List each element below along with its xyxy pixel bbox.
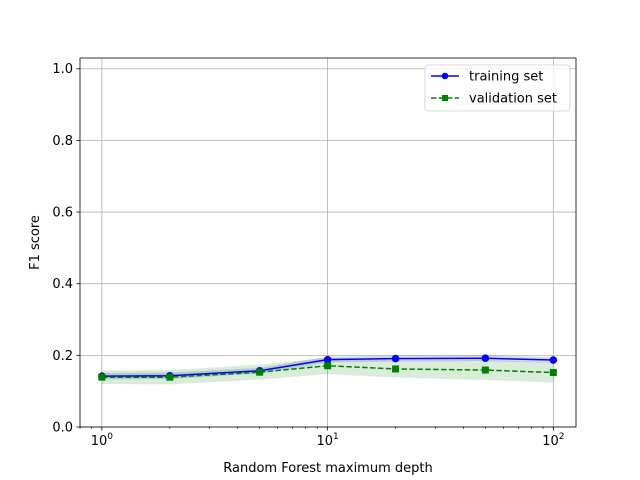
y-tick-label: 0.2 xyxy=(52,349,73,364)
y-tick-label: 0.4 xyxy=(52,277,73,292)
band-validation xyxy=(101,357,554,385)
data-point-validation xyxy=(324,362,332,370)
legend-label-validation: validation set xyxy=(469,92,557,107)
data-point-training xyxy=(549,356,558,364)
x-tick-label: 100 xyxy=(91,432,114,449)
legend-box xyxy=(424,64,571,112)
data-point-validation xyxy=(256,368,264,376)
y-tick-label: 0.8 xyxy=(52,134,73,149)
data-point-validation xyxy=(481,366,489,374)
series-markers xyxy=(98,354,558,381)
legend: training set validation set xyxy=(424,64,571,112)
y-axis-label: F1 score xyxy=(28,215,43,270)
data-point-validation xyxy=(549,369,557,377)
axis-ticks: 100 101 102 0.0 0.2 0.4 0.6 0.8 1.0 xyxy=(52,62,564,449)
data-point-training xyxy=(481,354,490,363)
data-point-training xyxy=(391,354,400,363)
y-tick-label: 0.6 xyxy=(52,206,73,221)
data-point-validation xyxy=(166,373,174,381)
y-tick-label: 0.0 xyxy=(52,421,73,436)
x-tick-label: 101 xyxy=(316,432,338,449)
legend-marker-training xyxy=(441,72,449,80)
data-point-validation xyxy=(392,365,400,373)
data-point-training xyxy=(323,355,332,364)
legend-marker-validation xyxy=(442,95,448,101)
data-point-validation xyxy=(98,373,106,381)
legend-label-training: training set xyxy=(469,70,543,85)
x-axis-label: Random Forest maximum depth xyxy=(223,461,432,476)
x-tick-label: 102 xyxy=(542,432,564,449)
y-tick-label: 1.0 xyxy=(52,62,73,77)
